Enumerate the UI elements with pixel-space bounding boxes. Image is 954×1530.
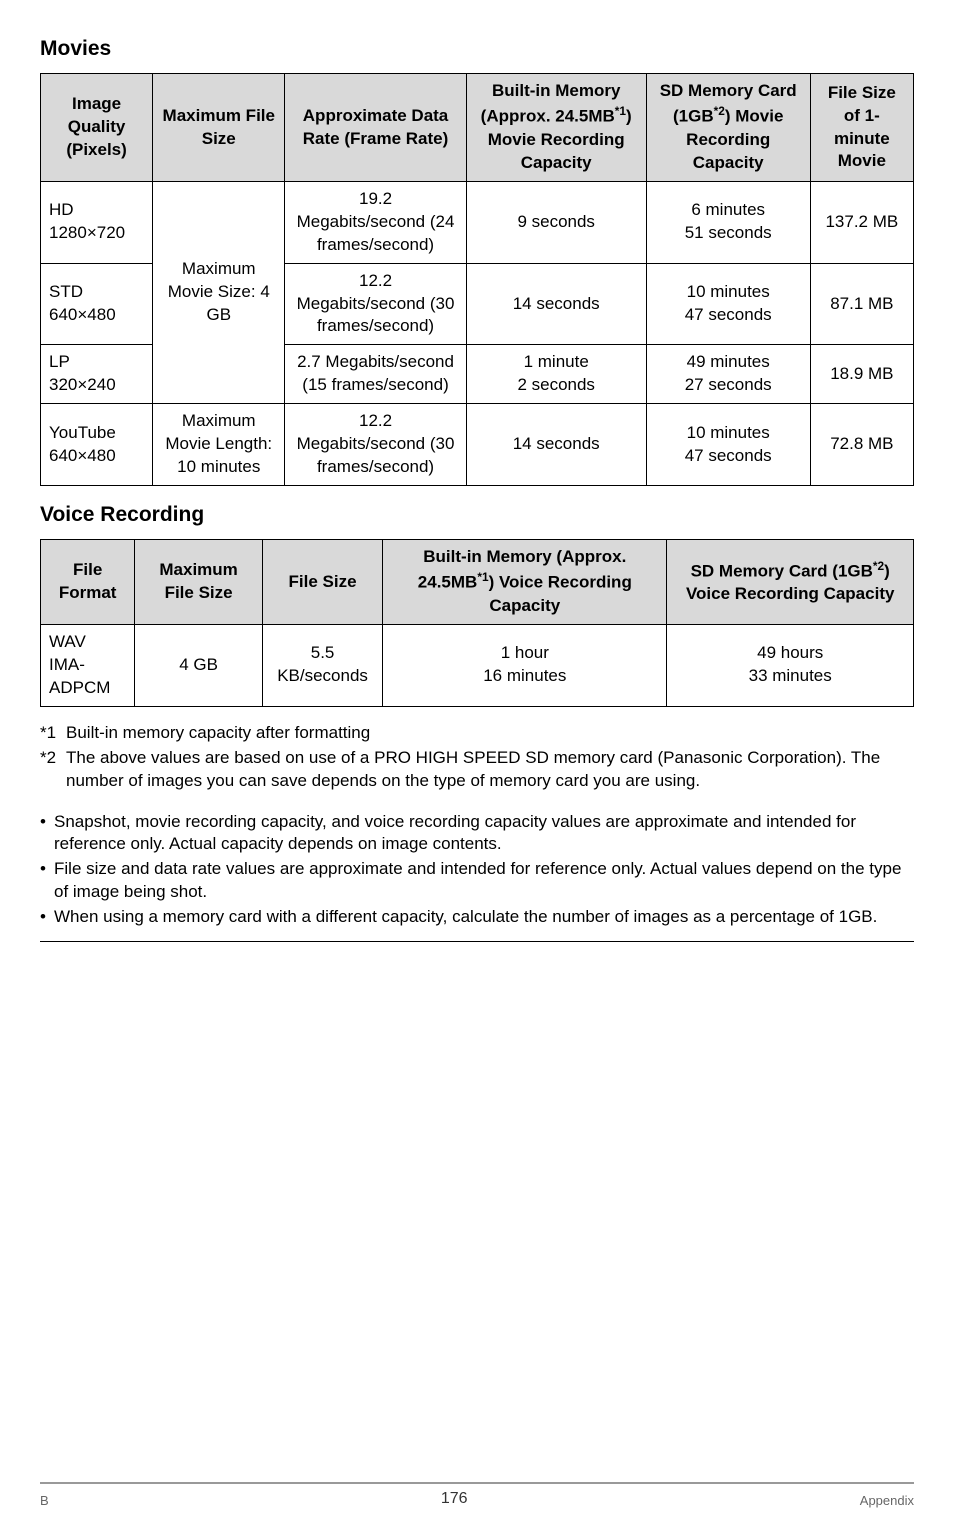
list-item: File size and data rate values are appro… bbox=[54, 858, 914, 904]
footnote-text: Built-in memory capacity after formattin… bbox=[66, 722, 370, 745]
col-max-filesize: Maximum File Size bbox=[153, 74, 285, 181]
notes-list: Snapshot, movie recording capacity, and … bbox=[40, 811, 914, 930]
footnote-marker: *2 bbox=[40, 747, 66, 793]
voice-heading: Voice Recording bbox=[40, 501, 914, 529]
movies-table: Image Quality (Pixels) Maximum File Size… bbox=[40, 73, 914, 486]
movies-heading: Movies bbox=[40, 35, 914, 63]
page-footer: B 176 Appendix bbox=[40, 1482, 914, 1510]
page-number: 176 bbox=[441, 1488, 468, 1510]
list-item: When using a memory card with a differen… bbox=[54, 906, 914, 929]
footnotes: *1 Built-in memory capacity after format… bbox=[40, 722, 914, 793]
footnote-marker: *1 bbox=[40, 722, 66, 745]
col-max-filesize: Maximum File Size bbox=[135, 540, 263, 624]
list-item: Snapshot, movie recording capacity, and … bbox=[54, 811, 914, 857]
col-file-size-1min: File Size of 1-minute Movie bbox=[810, 74, 913, 181]
col-builtin-memory: Built-in Memory (Approx. 24.5MB*1) Voice… bbox=[383, 540, 667, 624]
col-file-size: File Size bbox=[262, 540, 382, 624]
table-row: HD 1280×720 Maximum Movie Size: 4 GB 19.… bbox=[41, 181, 914, 263]
col-data-rate: Approximate Data Rate (Frame Rate) bbox=[285, 74, 466, 181]
col-file-format: File Format bbox=[41, 540, 135, 624]
footer-left: B bbox=[40, 1492, 49, 1510]
voice-table: File Format Maximum File Size File Size … bbox=[40, 539, 914, 706]
col-image-quality: Image Quality (Pixels) bbox=[41, 74, 153, 181]
footer-right: Appendix bbox=[860, 1492, 914, 1510]
footnote-text: The above values are based on use of a P… bbox=[66, 747, 914, 793]
col-sd-memory: SD Memory Card (1GB*2) Movie Recording C… bbox=[646, 74, 810, 181]
col-builtin-memory: Built-in Memory (Approx. 24.5MB*1) Movie… bbox=[466, 74, 646, 181]
divider bbox=[40, 941, 914, 942]
table-row: YouTube 640×480 Maximum Movie Length: 10… bbox=[41, 404, 914, 486]
table-row: WAV IMA-ADPCM 4 GB 5.5 KB/seconds 1 hour… bbox=[41, 624, 914, 706]
col-sd-memory: SD Memory Card (1GB*2) Voice Recording C… bbox=[667, 540, 914, 624]
